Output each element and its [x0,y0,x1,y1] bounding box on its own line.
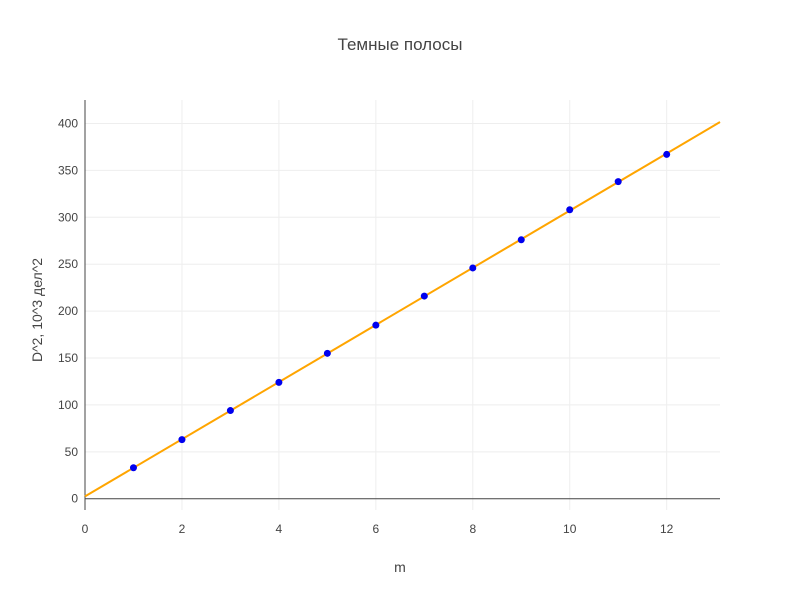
y-tick-label: 400 [58,116,78,130]
y-tick-label: 150 [58,351,78,365]
y-tick-label: 100 [58,398,78,412]
x-tick-label: 8 [469,522,476,536]
data-point [323,349,331,357]
y-axis-title: D^2, 10^3 дел^2 [29,258,45,362]
y-tick-label: 250 [58,257,78,271]
y-tick-label: 200 [58,304,78,318]
chart-title: Темные полосы [338,35,463,54]
x-tick-label: 2 [179,522,186,536]
data-point [226,407,234,415]
fit-line [84,121,721,498]
data-point [372,321,380,329]
x-axis-title: m [394,559,406,575]
data-point [178,436,186,444]
x-tick-label: 12 [660,522,674,536]
tick-labels: 0 2 4 6 8 10 12 0 50 100 150 200 250 300 350 400 [58,116,674,536]
fit-line-layer [84,121,721,498]
y-tick-label: 300 [58,210,78,224]
y-tick-label: 50 [65,445,79,459]
data-point [663,150,671,158]
data-point [614,178,622,186]
y-tick-label: 350 [58,163,78,177]
axes [84,100,720,510]
x-tick-label: 0 [82,522,89,536]
grid [85,100,720,510]
x-tick-label: 6 [372,522,379,536]
points-layer [129,150,671,472]
y-tick-label: 0 [71,492,78,506]
data-point [469,264,477,272]
data-point [129,464,137,472]
data-point [275,378,283,386]
x-tick-label: 10 [563,522,577,536]
data-point [566,206,574,214]
data-point [420,292,428,300]
data-point [517,236,525,244]
x-tick-label: 4 [276,522,283,536]
